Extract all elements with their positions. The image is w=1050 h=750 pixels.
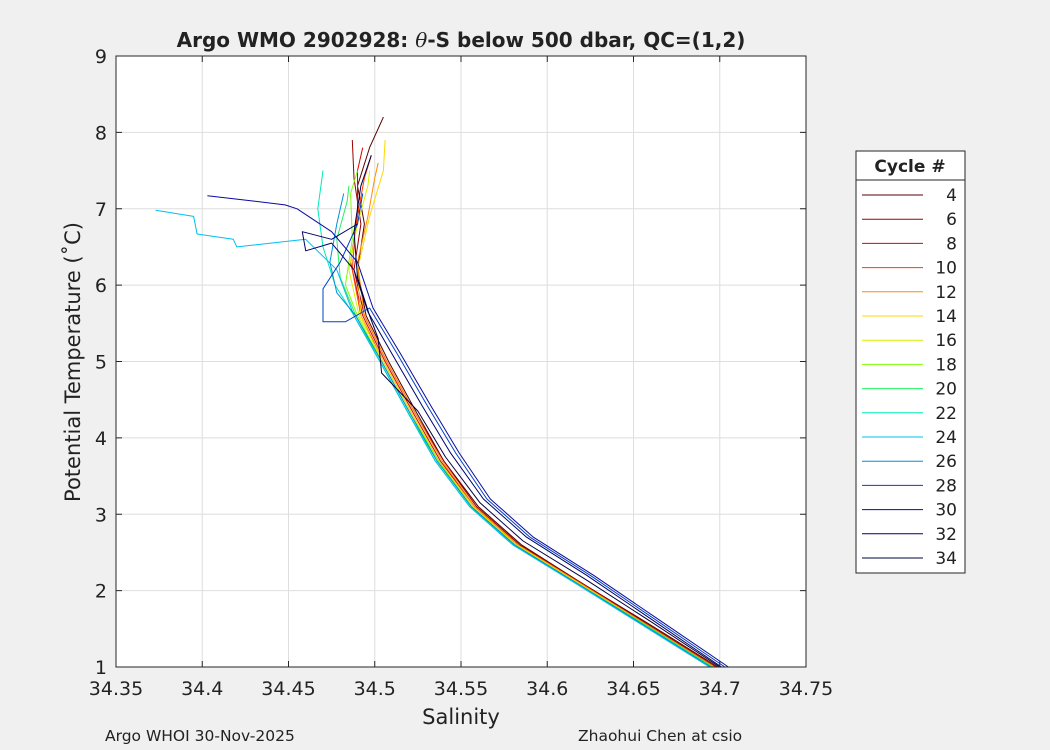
series-line-cycle-30 (207, 195, 729, 668)
x-tick-label: 34.7 (699, 678, 741, 700)
legend-label-cycle-20: 20 (935, 380, 957, 400)
series-line-cycle-32 (301, 223, 722, 668)
y-tick-label: 6 (95, 275, 107, 297)
legend-title: Cycle # (874, 157, 945, 177)
legend-label-cycle-16: 16 (935, 331, 957, 351)
x-axis-label: Salinity (422, 705, 500, 729)
footer-left: Argo WHOI 30-Nov-2025 (105, 727, 295, 745)
title-prefix: Argo WMO 2902928: (177, 28, 416, 52)
legend-label-cycle-14: 14 (935, 307, 957, 327)
legend-label-cycle-18: 18 (935, 355, 957, 375)
x-tick-label: 34.35 (89, 678, 143, 700)
legend-label-cycle-8: 8 (946, 234, 957, 254)
y-tick-label: 1 (95, 657, 107, 679)
x-tick-label: 34.6 (526, 678, 568, 700)
legend-label-cycle-22: 22 (935, 404, 957, 424)
legend-label-cycle-32: 32 (935, 525, 957, 545)
legend-label-cycle-26: 26 (935, 452, 957, 472)
legend-label-cycle-30: 30 (935, 501, 957, 521)
legend-box (855, 150, 966, 574)
series-line-cycle-34 (353, 155, 721, 668)
legend-label-cycle-28: 28 (935, 476, 957, 496)
series-line-cycle-26 (329, 193, 712, 668)
x-tick-label: 34.55 (434, 678, 488, 700)
axis-ticks (115, 55, 807, 668)
legend-label-cycle-10: 10 (935, 259, 957, 279)
legend-label-cycle-4: 4 (946, 186, 957, 206)
x-tick-label: 34.5 (354, 678, 396, 700)
x-tick-labels: 34.35 34.4 34.45 34.5 34.55 34.6 34.65 34.7 34.7… (89, 678, 833, 700)
x-tick-label: 34.4 (181, 678, 223, 700)
footer-right: Zhaohui Chen at csio (578, 727, 742, 745)
y-tick-label: 8 (95, 122, 107, 144)
x-tick-label: 34.45 (261, 678, 315, 700)
legend-label-cycle-6: 6 (946, 210, 957, 230)
legend-label-cycle-34: 34 (935, 549, 957, 569)
series-line-cycle-24 (155, 209, 710, 668)
y-tick-label: 3 (95, 504, 107, 526)
legend: Cycle # 4 6 8 10 12 14 16 18 20 22 24 26 28 30 32 34 (855, 150, 966, 574)
y-tick-label: 7 (95, 199, 107, 221)
y-axis-label: Potential Temperature (˚C) (61, 222, 85, 502)
title-suffix: -S below 500 dbar, QC=(1,2) (427, 28, 745, 52)
x-tick-label: 34.75 (779, 678, 833, 700)
legend-label-cycle-24: 24 (935, 428, 957, 448)
x-tick-label: 34.65 (606, 678, 660, 700)
legend-items: 4 6 8 10 12 14 16 18 20 22 24 26 28 30 32 34 (862, 186, 957, 569)
series-line-cycle-12 (357, 162, 715, 668)
y-tick-label: 5 (95, 352, 107, 374)
title-theta: θ (415, 28, 427, 52)
profile-lines (155, 116, 729, 668)
y-tick-label: 4 (95, 428, 107, 450)
y-tick-label: 9 (95, 46, 107, 68)
chart-title: Argo WMO 2902928: θ-S below 500 dbar, QC… (177, 28, 746, 52)
legend-label-cycle-12: 12 (935, 283, 957, 303)
y-tick-label: 2 (95, 581, 107, 603)
series-line-cycle-28 (322, 193, 726, 668)
y-tick-labels: 1 2 3 4 5 6 7 8 9 (95, 46, 107, 679)
